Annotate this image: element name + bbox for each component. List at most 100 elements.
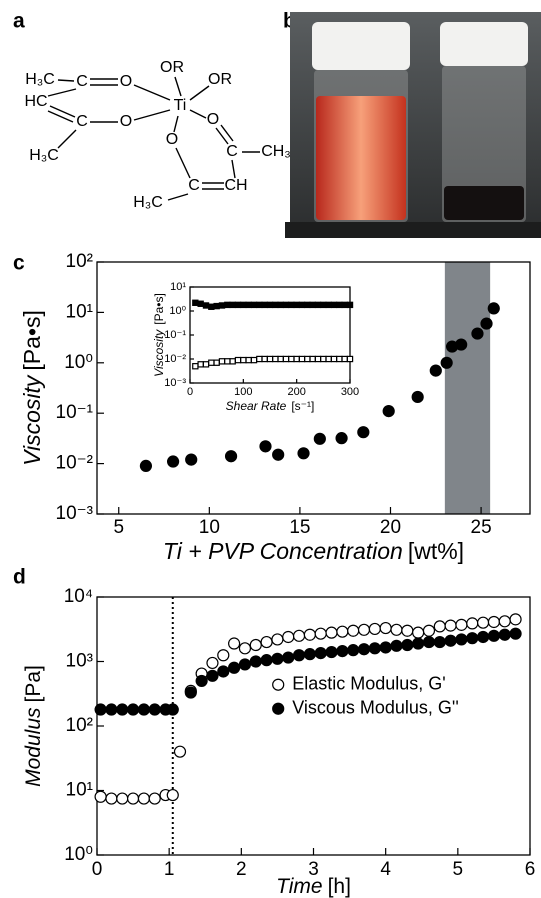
x-tick-label: 20	[380, 517, 401, 538]
data-point	[218, 358, 226, 365]
data-point	[126, 703, 140, 716]
data-point	[229, 301, 236, 309]
data-point	[282, 301, 290, 309]
data-point	[480, 317, 493, 330]
data-point	[105, 703, 118, 716]
y-tick-label: 10¹	[170, 281, 186, 293]
data-point	[271, 633, 284, 646]
vial-cap	[312, 22, 410, 70]
data-point	[272, 355, 279, 363]
data-point	[357, 426, 370, 439]
data-point	[320, 301, 327, 309]
data-point	[455, 633, 468, 646]
data-point	[292, 629, 306, 642]
bond	[49, 105, 76, 118]
data-point	[217, 649, 230, 662]
data-point	[357, 643, 371, 656]
data-point	[433, 635, 446, 649]
data-point	[347, 644, 360, 657]
x-tick-label: 300	[341, 386, 359, 398]
data-point	[341, 301, 348, 309]
data-point	[325, 645, 338, 659]
data-point	[309, 301, 316, 309]
data-point	[444, 634, 457, 647]
y-axis-title: Viscosity [Pa•s]	[152, 293, 166, 377]
data-point	[297, 447, 310, 460]
y-axis-title-unit: [Pa•s]	[152, 293, 166, 325]
data-point	[228, 661, 241, 674]
bond	[220, 124, 234, 142]
data-point	[282, 630, 295, 644]
data-point	[260, 635, 273, 649]
data-point	[325, 301, 332, 309]
x-tick-label: 15	[289, 517, 310, 538]
data-point	[195, 674, 208, 688]
data-point	[229, 358, 236, 365]
data-point	[498, 628, 511, 641]
y-tick-label: 10¹	[66, 301, 93, 322]
data-point	[314, 646, 327, 660]
data-point	[487, 302, 500, 315]
legend-label: Elastic Modulus, G'	[292, 673, 446, 693]
data-point	[272, 448, 285, 461]
data-point	[272, 301, 279, 309]
plot-frame	[96, 261, 531, 515]
data-point	[250, 301, 258, 309]
y-tick-label: 10⁻²	[164, 353, 186, 365]
data-point	[148, 703, 161, 716]
data-point	[422, 624, 436, 637]
data-point	[249, 638, 262, 652]
data-point	[411, 390, 424, 404]
y-tick-label: 10³	[66, 651, 93, 672]
panel-label: c	[13, 252, 25, 275]
x-tick-label: 1	[164, 859, 175, 880]
data-point	[498, 615, 511, 628]
atom-label: HC	[24, 93, 47, 110]
data-point	[277, 301, 284, 309]
y-axis-title-text: Viscosity	[19, 374, 45, 466]
data-point	[208, 359, 215, 366]
y-axis-title-unit: [Pa•s]	[19, 310, 45, 370]
data-point	[314, 627, 327, 640]
bond	[57, 129, 77, 149]
y-tick-label: 10⁻¹	[164, 329, 186, 341]
data-point	[357, 623, 371, 636]
y-tick-label: 10⁻¹	[56, 402, 94, 423]
data-point	[249, 655, 262, 668]
data-point	[245, 356, 252, 364]
data-point	[303, 648, 316, 661]
x-tick-label: 100	[234, 386, 252, 398]
data-point	[217, 665, 230, 678]
atom-label: OR	[160, 59, 184, 76]
atom-label: CH	[224, 177, 247, 194]
y-axis-title-text: Viscosity	[152, 329, 166, 377]
y-tick-label: 10⁰	[169, 305, 186, 317]
data-point	[282, 355, 290, 363]
x-axis-title-unit: [s⁻¹]	[291, 399, 314, 413]
y-axis-title-text: Modulus	[22, 707, 45, 787]
bond	[175, 147, 191, 179]
data-point	[330, 301, 338, 309]
atom-label: CH₃	[261, 143, 291, 160]
y-tick-label: 10²	[66, 715, 93, 736]
data-point	[298, 301, 306, 309]
data-point	[444, 619, 457, 632]
data-point	[401, 624, 414, 637]
x-axis-title-text: Shear Rate	[226, 399, 287, 413]
bond	[173, 115, 179, 133]
data-point	[266, 355, 274, 363]
data-point	[166, 703, 179, 716]
data-point	[277, 355, 284, 363]
bond	[215, 127, 229, 145]
data-point	[466, 617, 479, 630]
data-point	[206, 669, 219, 682]
panel-label: a	[13, 10, 25, 33]
atom-label: OR	[208, 71, 232, 88]
y-tick-label: 10⁰	[64, 352, 93, 373]
data-point	[256, 355, 263, 363]
shaded-region	[444, 262, 491, 514]
data-point	[487, 629, 501, 642]
data-point	[228, 637, 241, 650]
bond	[57, 79, 75, 82]
y-tick-label: 10⁻²	[56, 453, 94, 474]
